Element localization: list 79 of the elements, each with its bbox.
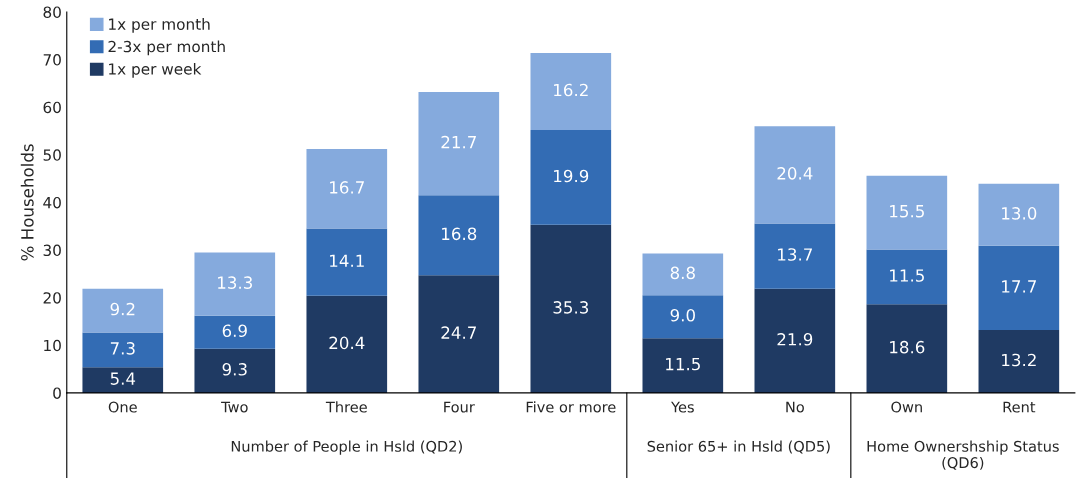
bar — [754, 126, 836, 224]
data-label: 11.5 — [666, 357, 700, 371]
bar — [754, 223, 836, 289]
y-tick-label: 40 — [43, 196, 61, 209]
data-label: 21.7 — [441, 135, 476, 149]
bar — [306, 295, 388, 393]
bar — [978, 245, 1060, 331]
data-label: 5.4 — [110, 372, 136, 385]
y-tick-label: 30 — [43, 244, 61, 257]
y-tick-label: 0 — [53, 387, 61, 399]
x-tick-label: Three — [325, 401, 367, 413]
data-label: 20.4 — [329, 336, 365, 350]
data-label: 13.7 — [778, 248, 812, 261]
text: Senior 65+ in Hsld (QD5) — [647, 440, 830, 454]
x-tick-label: Rent — [1003, 401, 1036, 413]
data-label: 19.9 — [554, 169, 589, 183]
bar — [642, 295, 724, 339]
data-label: 8.8 — [670, 266, 695, 280]
bar — [530, 130, 612, 225]
bar — [194, 315, 276, 349]
bar — [754, 288, 836, 393]
y-axis-title: % Households — [20, 144, 34, 261]
bar — [642, 253, 724, 296]
x-tick-label: Five or more — [526, 401, 616, 413]
data-label: 6.9 — [222, 324, 247, 338]
bar — [306, 228, 388, 296]
data-label: 24.7 — [441, 326, 476, 339]
bar — [530, 52, 612, 131]
y-tick-label: 80 — [43, 6, 61, 18]
x-tick-label: Yes — [671, 401, 694, 413]
data-label: 16.7 — [330, 181, 364, 194]
data-label: 35.3 — [553, 301, 589, 314]
y-tick-label: 10 — [44, 339, 61, 352]
data-label: 13.2 — [1002, 353, 1036, 367]
y-tick-label: 70 — [43, 54, 61, 66]
legend-label: 2-3x per month — [108, 40, 225, 56]
x-tick-label: One — [108, 401, 137, 413]
bar — [978, 330, 1060, 393]
bar — [530, 224, 612, 393]
bar — [82, 288, 164, 333]
data-label: 16.8 — [442, 227, 477, 241]
bar — [82, 332, 164, 368]
y-tick-label: 20 — [43, 292, 61, 304]
data-label: 20.4 — [777, 167, 813, 180]
bar — [194, 348, 276, 393]
data-label: 13.3 — [218, 276, 253, 289]
x-tick-label: Two — [221, 401, 248, 413]
text: Number of People in Hsld (QD2) — [231, 440, 462, 455]
bar — [418, 195, 500, 276]
bar — [642, 338, 724, 393]
data-label: 9.3 — [222, 363, 247, 376]
legend-label: 1x per month — [109, 18, 210, 33]
bar — [418, 91, 500, 196]
data-label: 15.5 — [890, 205, 924, 218]
data-label: 18.6 — [890, 340, 925, 354]
bar — [978, 183, 1060, 246]
y-tick-label: 50 — [43, 149, 61, 161]
bar — [866, 249, 948, 305]
legend-label: 1x per week — [109, 62, 202, 78]
x-tick-label: No — [786, 401, 804, 413]
x-tick-label: Four — [444, 401, 475, 413]
bar — [82, 367, 164, 393]
text: Home Ownershship Status (QD6) — [867, 440, 1059, 470]
x-tick-label: Own — [891, 401, 922, 413]
data-label: 17.7 — [1002, 280, 1036, 293]
data-label: 9.0 — [670, 308, 695, 322]
bar — [866, 304, 948, 393]
bar — [418, 275, 500, 393]
bar — [866, 175, 948, 250]
data-label: 7.3 — [110, 342, 135, 355]
data-label: 9.2 — [110, 302, 135, 316]
data-label: 14.1 — [330, 254, 364, 267]
y-tick-label: 60 — [43, 101, 61, 114]
data-label: 13.0 — [1002, 207, 1037, 220]
data-label: 21.9 — [777, 333, 813, 346]
bar — [194, 252, 276, 316]
data-label: 11.5 — [890, 269, 924, 282]
data-label: 16.2 — [554, 83, 588, 97]
bar — [306, 149, 388, 229]
